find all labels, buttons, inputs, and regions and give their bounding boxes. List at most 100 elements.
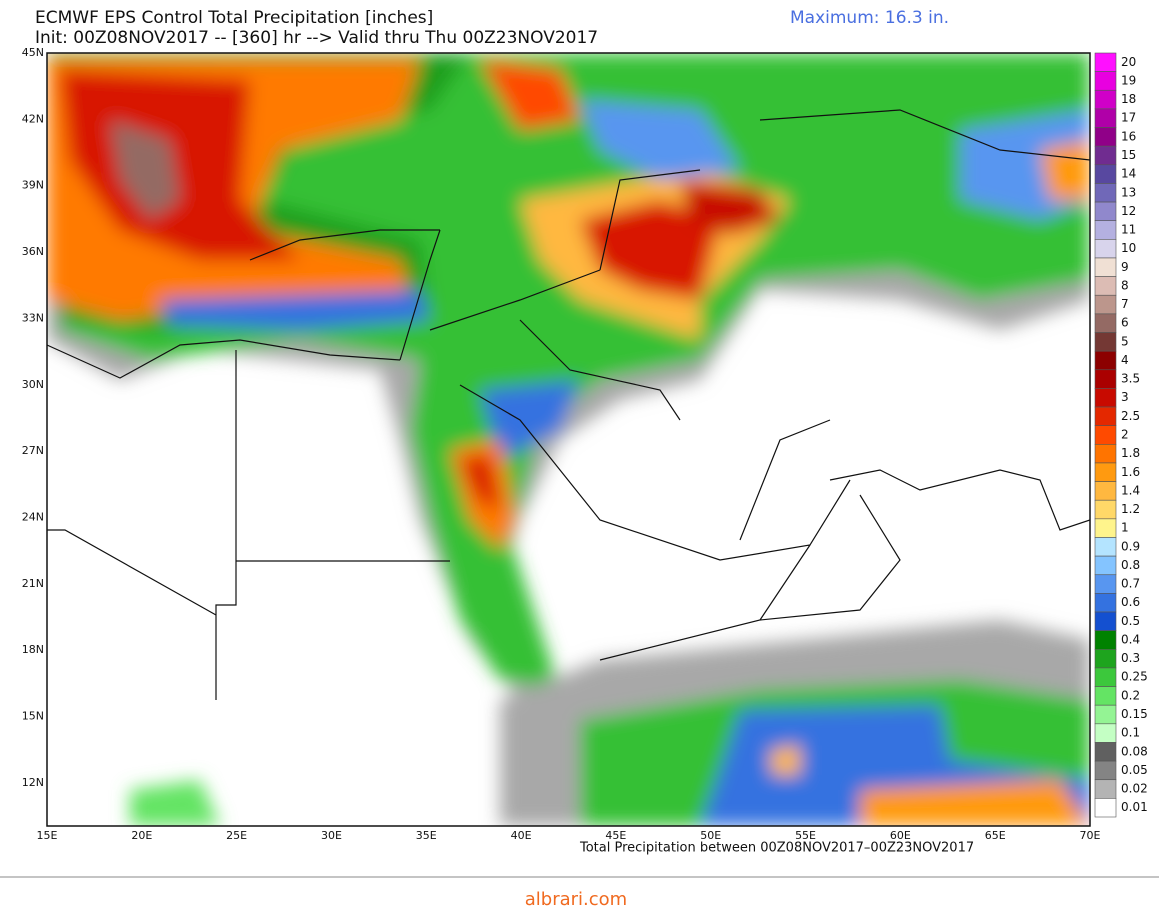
lon-label: 25E <box>226 829 247 842</box>
colorbar-label: 15 <box>1121 148 1136 162</box>
colorbar-label: 0.08 <box>1121 744 1148 758</box>
colorbar-swatch <box>1094 667 1117 687</box>
colorbar-swatch <box>1094 760 1117 781</box>
colorbar-swatch <box>1094 611 1117 631</box>
lat-label: 42N <box>22 112 44 125</box>
lon-label: 45E <box>605 829 626 842</box>
title: ECMWF EPS Control Total Precipitation [i… <box>35 8 433 28</box>
colorbar-label: 13 <box>1121 185 1136 199</box>
colorbar-label: 10 <box>1121 241 1136 255</box>
lon-label: 65E <box>985 829 1006 842</box>
colorbar-label: 0.1 <box>1121 726 1140 740</box>
colorbar-label: 4 <box>1121 353 1129 367</box>
map-frame <box>46 52 1091 827</box>
colorbar-swatch <box>1094 350 1117 371</box>
colorbar-label: 7 <box>1121 297 1129 311</box>
colorbar-label: 0.15 <box>1121 707 1148 721</box>
colorbar-swatch <box>1094 574 1117 594</box>
lat-label: 18N <box>22 643 44 656</box>
colorbar-label: 16 <box>1121 129 1136 143</box>
colorbar-swatch <box>1094 52 1117 72</box>
colorbar-label: 17 <box>1121 111 1136 125</box>
colorbar-swatch <box>1094 444 1117 464</box>
colorbar-swatch <box>1094 183 1117 203</box>
colorbar-label: 0.25 <box>1121 670 1148 684</box>
lon-label: 70E <box>1080 829 1101 842</box>
lat-label: 12N <box>22 776 44 789</box>
colorbar-swatch <box>1094 406 1117 426</box>
lat-label: 24N <box>22 510 44 523</box>
colorbar-swatch <box>1094 779 1117 799</box>
colorbar-swatch <box>1094 481 1117 501</box>
colorbar-swatch <box>1094 89 1117 110</box>
colorbar-label: 0.02 <box>1121 782 1148 796</box>
lon-label: 30E <box>321 829 342 842</box>
colorbar-swatch <box>1094 294 1117 315</box>
colorbar-label: 12 <box>1121 204 1136 218</box>
colorbar-label: 2 <box>1121 428 1129 442</box>
colorbar-swatch <box>1094 518 1117 538</box>
colorbar-label: 0.6 <box>1121 595 1140 609</box>
lat-label: 30N <box>22 378 44 391</box>
colorbar-label: 14 <box>1121 167 1136 181</box>
colorbar-label: 1.4 <box>1121 483 1140 497</box>
colorbar-label: 18 <box>1121 92 1136 106</box>
lon-label: 20E <box>131 829 152 842</box>
colorbar-label: 6 <box>1121 316 1129 330</box>
lat-label: 45N <box>22 46 44 59</box>
colorbar-swatch <box>1094 723 1117 743</box>
colorbar-swatch <box>1094 537 1117 557</box>
colorbar-swatch <box>1094 593 1117 613</box>
watermark: albrari.com <box>525 889 627 910</box>
lat-label: 33N <box>22 311 44 324</box>
colorbar-label: 0.8 <box>1121 558 1140 572</box>
lat-label: 21N <box>22 577 44 590</box>
colorbar-label: 3.5 <box>1121 372 1140 386</box>
colorbar-label: 0.7 <box>1121 577 1140 591</box>
precip-field <box>47 53 1090 826</box>
lat-label: 36N <box>22 245 44 258</box>
maximum: Maximum: 16.3 in. <box>790 8 949 28</box>
colorbar-swatch <box>1094 108 1117 128</box>
lon-label: 15E <box>37 829 58 842</box>
colorbar-swatch <box>1094 462 1117 482</box>
colorbar-label: 2.5 <box>1121 409 1140 423</box>
lon-label: 55E <box>795 829 816 842</box>
colorbar-swatch <box>1094 555 1117 576</box>
colorbar-label: 0.9 <box>1121 539 1140 553</box>
colorbar-swatch <box>1094 686 1117 706</box>
colorbar-swatch <box>1094 145 1117 166</box>
lat-label: 39N <box>22 179 44 192</box>
colorbar-label: 0.5 <box>1121 614 1140 628</box>
lon-label: 60E <box>890 829 911 842</box>
colorbar-label: 1.6 <box>1121 465 1140 479</box>
colorbar-label: 3 <box>1121 390 1129 404</box>
colorbar-swatch <box>1094 704 1117 725</box>
subtitle: Init: 00Z08NOV2017 -- [360] hr --> Valid… <box>35 28 598 48</box>
lon-label: 40E <box>511 829 532 842</box>
colorbar-label: 0.01 <box>1121 800 1148 814</box>
colorbar-swatch <box>1094 71 1117 91</box>
colorbar-swatch <box>1094 425 1117 445</box>
colorbar-label: 1.8 <box>1121 446 1140 460</box>
colorbar-label: 1 <box>1121 521 1129 535</box>
lat-label: 15N <box>22 710 44 723</box>
colorbar-swatch <box>1094 313 1117 333</box>
colorbar-swatch <box>1094 742 1117 762</box>
colorbar-label: 0.3 <box>1121 651 1140 665</box>
colorbar-swatch <box>1094 239 1117 259</box>
footer: Total Precipitation between 00Z08NOV2017… <box>579 841 974 856</box>
colorbar-swatch <box>1094 630 1117 650</box>
colorbar-swatch <box>1094 127 1117 147</box>
colorbar-swatch <box>1094 201 1117 222</box>
colorbar-label: 20 <box>1121 55 1136 69</box>
colorbar-label: 0.2 <box>1121 688 1140 702</box>
colorbar-swatch <box>1094 648 1117 669</box>
colorbar-swatch <box>1094 388 1117 408</box>
colorbar-label: 19 <box>1121 73 1136 87</box>
lon-label: 50E <box>700 829 721 842</box>
colorbar-swatch <box>1094 164 1117 184</box>
lat-label: 27N <box>22 444 44 457</box>
